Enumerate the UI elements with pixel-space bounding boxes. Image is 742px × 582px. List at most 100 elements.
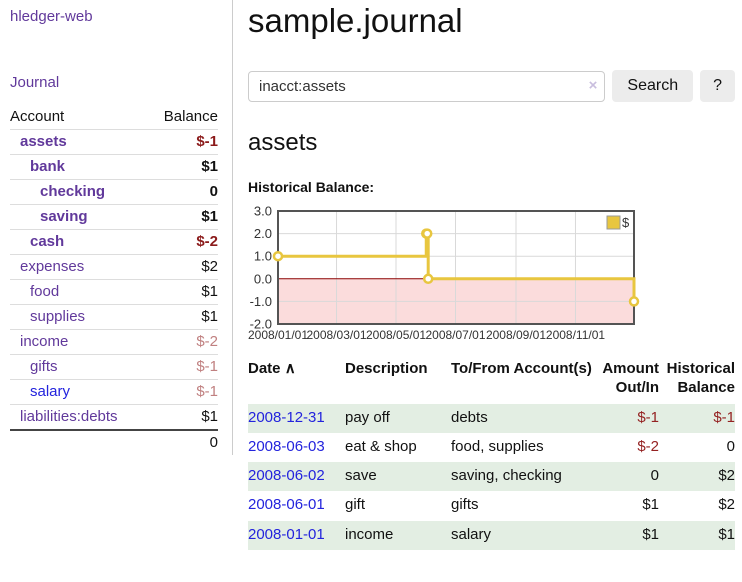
transaction-description: save bbox=[345, 462, 451, 492]
register-header-balance: Historical Balance bbox=[666, 360, 735, 396]
register-row[interactable]: 2008-06-01 gift gifts $1 $2 bbox=[248, 491, 735, 520]
transaction-amount: $1 bbox=[642, 496, 659, 514]
transaction-description: income bbox=[345, 520, 451, 550]
account-link-saving[interactable]: saving bbox=[40, 208, 88, 225]
transaction-accounts: gifts bbox=[451, 496, 479, 514]
account-link-assets[interactable]: assets bbox=[20, 133, 67, 150]
account-link-salary[interactable]: salary bbox=[30, 383, 71, 400]
search-input[interactable] bbox=[248, 70, 606, 102]
account-balance: $1 bbox=[148, 204, 218, 230]
transaction-balance: 0 bbox=[726, 437, 735, 455]
svg-text:-2.0: -2.0 bbox=[250, 317, 272, 332]
register-header-description: Description bbox=[345, 360, 428, 377]
transaction-date-link[interactable]: 2008-01-01 bbox=[248, 525, 325, 543]
register-header-row: Date ∧ Description To/From Account(s) Am… bbox=[248, 358, 735, 404]
svg-text:1.0: 1.0 bbox=[254, 249, 272, 264]
register-row[interactable]: 2008-06-02 save saving, checking 0 $2 bbox=[248, 462, 735, 492]
account-link-gifts[interactable]: gifts bbox=[30, 358, 58, 375]
account-balance: $1 bbox=[148, 279, 218, 305]
account-row: cash $-2 bbox=[10, 229, 218, 255]
account-row: liabilities:debts $1 bbox=[10, 404, 218, 430]
account-balance: $1 bbox=[148, 154, 218, 180]
account-link-supplies[interactable]: supplies bbox=[30, 308, 86, 325]
svg-text:2008/11/01: 2008/11/01 bbox=[546, 328, 605, 342]
accounts-total-balance: 0 bbox=[148, 429, 218, 455]
account-row: salary $-1 bbox=[10, 379, 218, 405]
svg-text:2008/07/01: 2008/07/01 bbox=[425, 328, 485, 342]
account-link-liabilities-debts[interactable]: liabilities:debts bbox=[20, 408, 118, 425]
app-title[interactable]: hledger-web bbox=[10, 8, 93, 25]
accounts-total-row: 0 bbox=[10, 429, 218, 455]
transaction-amount: $-2 bbox=[637, 437, 659, 455]
main-content: sample.journal × Search ? assets Histori… bbox=[248, 0, 735, 550]
account-link-bank[interactable]: bank bbox=[30, 158, 66, 175]
account-row: saving $1 bbox=[10, 204, 218, 230]
transaction-description: eat & shop bbox=[345, 437, 417, 455]
historical-balance-chart: $3.0 2.0 1.0 0.0 -1.0 -2.0 2008/01/01 2008/03/0… bbox=[248, 202, 648, 342]
account-row: expenses $2 bbox=[10, 254, 218, 280]
svg-text:2008/01/01: 2008/01/01 bbox=[248, 328, 308, 342]
transaction-balance: $-1 bbox=[659, 403, 735, 433]
svg-text:-1.0: -1.0 bbox=[250, 294, 272, 309]
account-row: supplies $1 bbox=[10, 304, 218, 330]
search-form: × Search ? bbox=[248, 70, 735, 102]
transaction-date-link[interactable]: 2008-06-02 bbox=[248, 467, 325, 484]
register-row[interactable]: 2008-12-31 pay off debts $-1 $-1 bbox=[248, 403, 735, 433]
transaction-accounts: salary bbox=[451, 520, 599, 550]
transaction-balance: $1 bbox=[659, 520, 735, 550]
sidebar: hledger-web Journal Account Balance asse… bbox=[0, 0, 233, 455]
account-row: food $1 bbox=[10, 279, 218, 305]
svg-text:$: $ bbox=[622, 215, 630, 230]
account-balance: $-1 bbox=[148, 129, 218, 155]
transaction-date-link[interactable]: 2008-12-31 bbox=[248, 408, 325, 426]
account-link-food[interactable]: food bbox=[30, 283, 60, 300]
accounts-table: Account Balance assets $-1 bank $1 check… bbox=[10, 105, 218, 455]
transaction-date-link[interactable]: 2008-06-03 bbox=[248, 437, 325, 455]
nav-journal-link[interactable]: Journal bbox=[10, 74, 60, 91]
transaction-description: gift bbox=[345, 496, 366, 514]
accounts-header-row: Account Balance bbox=[10, 105, 218, 130]
transaction-amount: $1 bbox=[599, 520, 659, 550]
svg-text:2008/05/01: 2008/05/01 bbox=[366, 328, 426, 342]
chart-canvas: $3.0 2.0 1.0 0.0 -1.0 -2.02008/01/012008/03/0… bbox=[248, 204, 640, 342]
search-help-button[interactable]: ? bbox=[700, 70, 735, 102]
transaction-accounts: debts bbox=[451, 403, 599, 433]
account-balance: 0 bbox=[148, 179, 218, 205]
transaction-accounts: food, supplies bbox=[451, 437, 544, 455]
svg-text:0.0: 0.0 bbox=[254, 271, 272, 286]
account-row: checking 0 bbox=[10, 179, 218, 205]
account-balance: $-2 bbox=[148, 329, 218, 355]
register-header-amount: Amount Out/In bbox=[602, 360, 659, 396]
register-row[interactable]: 2008-01-01 income salary $1 $1 bbox=[248, 520, 735, 550]
transaction-description: pay off bbox=[345, 403, 451, 433]
account-link-checking[interactable]: checking bbox=[40, 183, 106, 200]
accounts-header-account: Account bbox=[10, 108, 65, 125]
account-balance: $-2 bbox=[148, 229, 218, 255]
register-header-accounts: To/From Account(s) bbox=[451, 360, 592, 377]
register-table: Date ∧ Description To/From Account(s) Am… bbox=[248, 358, 735, 550]
clear-search-icon[interactable]: × bbox=[588, 76, 598, 94]
account-link-expenses[interactable]: expenses bbox=[20, 258, 85, 275]
svg-text:3.0: 3.0 bbox=[254, 204, 272, 219]
register-row[interactable]: 2008-06-03 eat & shop food, supplies $-2… bbox=[248, 433, 735, 462]
transaction-date-link[interactable]: 2008-06-01 bbox=[248, 496, 325, 514]
account-row: gifts $-1 bbox=[10, 354, 218, 380]
svg-text:2008/09/01: 2008/09/01 bbox=[486, 328, 546, 342]
account-heading: assets bbox=[248, 129, 318, 156]
transaction-balance: $2 bbox=[718, 496, 735, 514]
svg-text:2008/03/01: 2008/03/01 bbox=[306, 328, 366, 342]
transaction-balance: $2 bbox=[659, 462, 735, 492]
account-row: bank $1 bbox=[10, 154, 218, 180]
account-balance: $-1 bbox=[148, 354, 218, 380]
transaction-amount: $-1 bbox=[599, 403, 659, 433]
transaction-accounts: saving, checking bbox=[451, 462, 599, 492]
account-link-cash[interactable]: cash bbox=[30, 233, 65, 250]
register-header-date[interactable]: Date ∧ bbox=[248, 360, 296, 377]
account-balance: $2 bbox=[148, 254, 218, 280]
search-button[interactable]: Search bbox=[612, 70, 694, 102]
transaction-amount: 0 bbox=[599, 462, 659, 492]
account-row: assets $-1 bbox=[10, 129, 218, 155]
account-link-income[interactable]: income bbox=[20, 333, 69, 350]
account-balance: $1 bbox=[148, 304, 218, 330]
account-balance: $-1 bbox=[148, 379, 218, 405]
